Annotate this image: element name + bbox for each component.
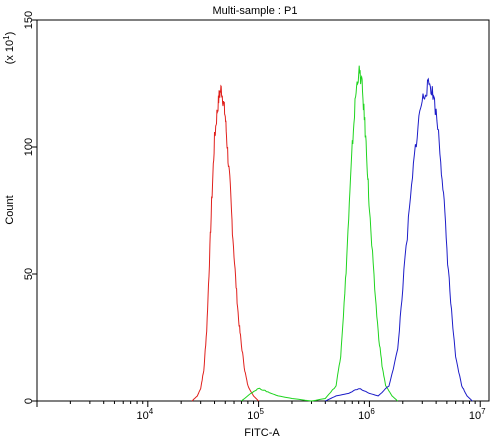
y-tick-label: 150	[23, 11, 35, 29]
x-tick-label: 106	[358, 407, 375, 422]
histogram-series-2	[241, 65, 399, 402]
y-axis: 0 50 100 150	[23, 11, 37, 404]
plot-frame	[36, 19, 490, 402]
x-axis: 104 105 106 107	[36, 401, 486, 422]
y-axis-label: Count	[4, 195, 16, 224]
x-tick-label: 105	[247, 407, 264, 422]
y-tick-label: 100	[23, 138, 35, 156]
x-axis-label: FITC-A	[244, 427, 280, 439]
chart-title: Multi-sample : P1	[213, 5, 298, 17]
y-tick-label: 0	[23, 398, 35, 404]
y-multiplier-label: (x 101)	[2, 32, 16, 65]
histogram-series-3	[325, 77, 473, 402]
x-tick-label: 107	[469, 407, 486, 422]
x-tick-label: 104	[136, 407, 153, 422]
histogram-series-1	[191, 84, 259, 402]
svg-text:(x 101): (x 101)	[2, 32, 16, 65]
y-tick-label: 50	[23, 268, 35, 280]
plot-area	[191, 65, 473, 402]
